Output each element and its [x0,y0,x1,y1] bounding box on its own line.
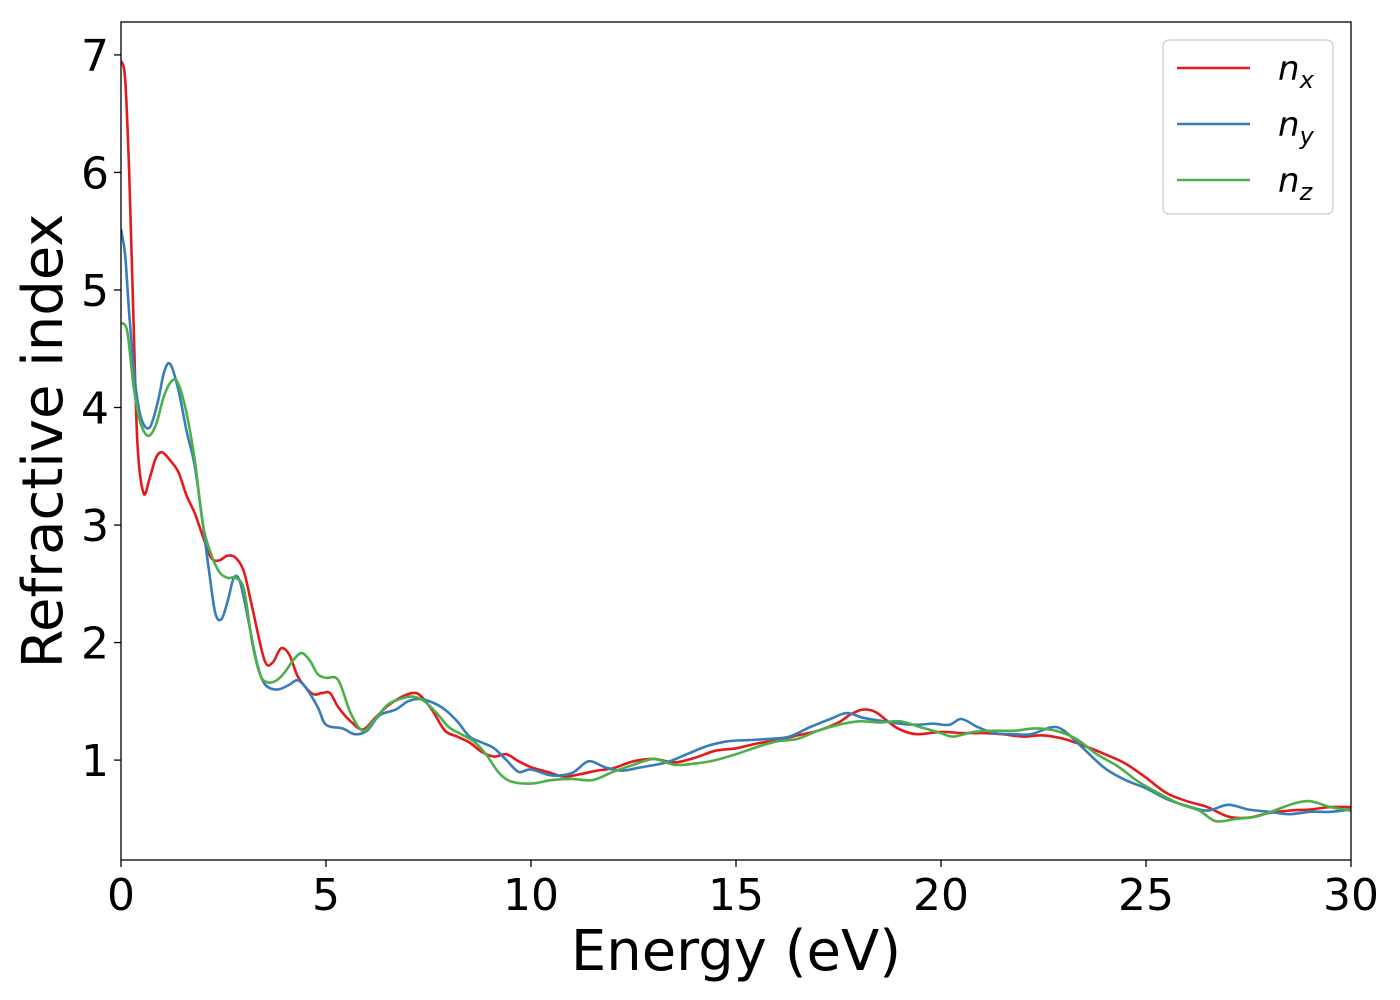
x-tick-label: 30 [1323,870,1379,921]
x-tick-label: 5 [312,870,340,921]
x-tick-label: 25 [1118,870,1174,921]
legend-label-base: n [1278,161,1300,201]
y-tick-label: 3 [81,501,109,552]
y-tick-label: 2 [81,619,109,670]
series-layer [121,60,1351,823]
x-tick-label: 0 [107,870,135,921]
legend-label-subscript: y [1299,122,1315,150]
y-tick-label: 6 [81,148,109,199]
x-tick-label: 10 [503,870,559,921]
y-axis: 1 2 3 4 5 6 7 [81,31,121,787]
x-axis-label: Energy (eV) [571,919,901,984]
x-tick-label: 15 [708,870,764,921]
series-line-y [121,228,1351,816]
legend-label-y: ny [1278,105,1315,150]
legend-label-base: n [1278,105,1300,145]
legend-label-base: n [1278,49,1300,89]
y-tick-label: 5 [81,266,109,317]
legend-label-subscript: z [1299,178,1314,206]
series-line-x [121,60,1351,820]
x-tick-label: 20 [913,870,969,921]
y-tick-label: 4 [81,384,109,435]
legend-box [1162,39,1334,215]
y-tick-label: 1 [81,736,109,787]
series-line-z [121,321,1351,823]
x-axis: 0 5 10 15 20 25 30 [107,860,1379,921]
legend-label-z: nz [1278,161,1314,206]
legend-label-subscript: x [1299,66,1315,94]
legend-label-x: nx [1278,49,1315,94]
y-tick-label: 7 [81,31,109,82]
y-axis-label: Refractive index [11,214,76,669]
